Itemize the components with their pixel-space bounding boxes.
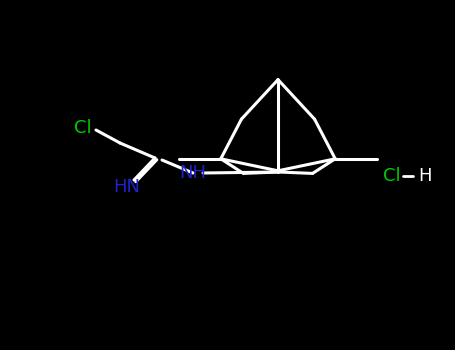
Text: Cl: Cl [383, 167, 400, 185]
Text: H: H [418, 167, 431, 185]
Text: Cl: Cl [74, 119, 92, 137]
Text: HN: HN [113, 178, 141, 196]
Text: NH: NH [180, 164, 207, 182]
